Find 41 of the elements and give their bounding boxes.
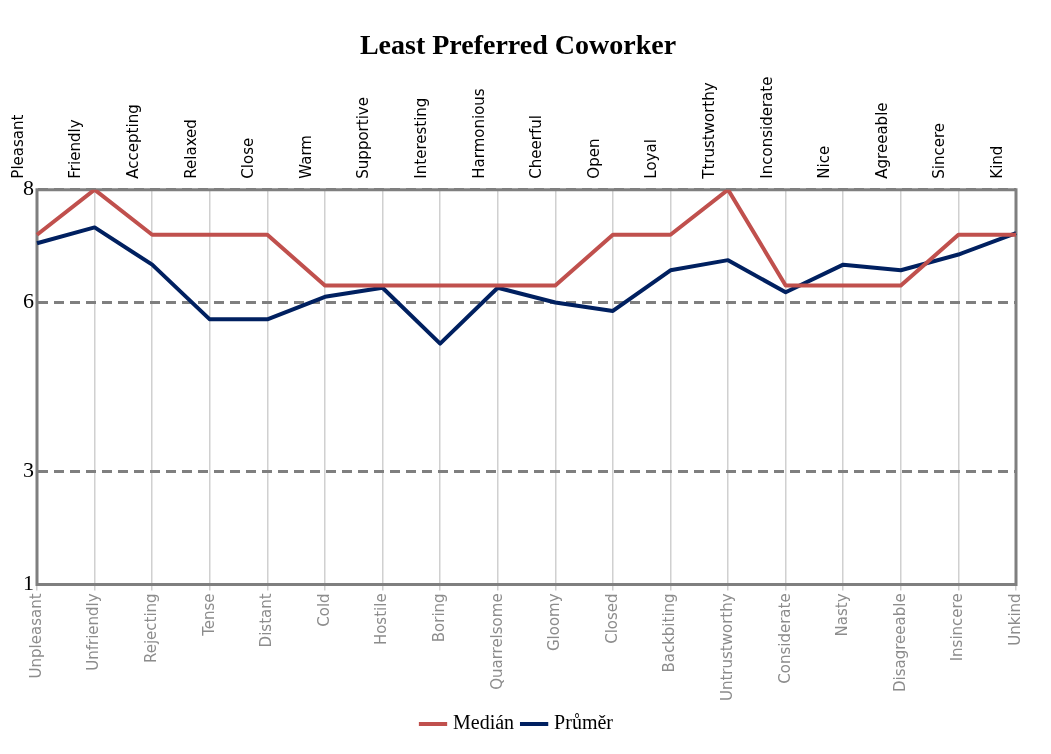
x-tick-label: Backbiting — [660, 593, 679, 673]
chart-title: Least Preferred Coworker — [359, 29, 677, 61]
x-tick-label: Quarrelsome — [487, 593, 506, 690]
text: Friendly — [66, 119, 85, 179]
x-tick-label: Distant — [257, 593, 276, 648]
legend-label: Medián — [453, 711, 515, 734]
text: Cheerful — [527, 115, 546, 179]
x-tick-label: Hostile — [372, 593, 391, 646]
text: Warm — [296, 135, 315, 179]
text: Close — [239, 137, 258, 179]
x-tick-label: Unfriendly — [84, 593, 103, 671]
y-tick-label: 3 — [23, 457, 34, 483]
x-tick-label: Rejecting — [142, 593, 161, 664]
x-tick-label: Disagreeable — [890, 593, 909, 693]
x-tick-label: Untrustworthy — [717, 593, 736, 702]
text: Nice — [815, 145, 834, 179]
x-tick-label: Boring — [430, 593, 449, 643]
text: Kind — [987, 145, 1006, 179]
text: Open — [584, 138, 603, 179]
x-tick-label: Cold — [314, 593, 333, 627]
text: Accepting — [124, 104, 143, 179]
y-tick-label: 1 — [23, 570, 34, 596]
text: Agreeable — [872, 102, 891, 179]
legend-label: Průměr — [554, 711, 614, 734]
y-tick-label: 6 — [23, 288, 34, 314]
text: Loyal — [642, 139, 661, 179]
text: Harmonious — [469, 88, 488, 179]
x-tick-label: Tense — [199, 593, 218, 637]
text: Sincere — [930, 122, 949, 179]
text: Supportive — [354, 97, 373, 179]
text: Relaxed — [181, 119, 200, 179]
text: Ttrustworthy — [699, 82, 718, 180]
x-tick-label: Gloomy — [545, 593, 564, 652]
text: Inconsiderate — [757, 76, 776, 179]
x-tick-label: Unkind — [1005, 593, 1024, 646]
x-tick-label: Nasty — [833, 593, 852, 637]
text: Interesting — [412, 97, 431, 179]
x-tick-label: Insincere — [948, 593, 967, 662]
x-tick-label: Considerate — [775, 593, 794, 684]
x-tick-label: Unpleasant — [26, 593, 45, 679]
x-tick-label: Closed — [602, 593, 621, 644]
